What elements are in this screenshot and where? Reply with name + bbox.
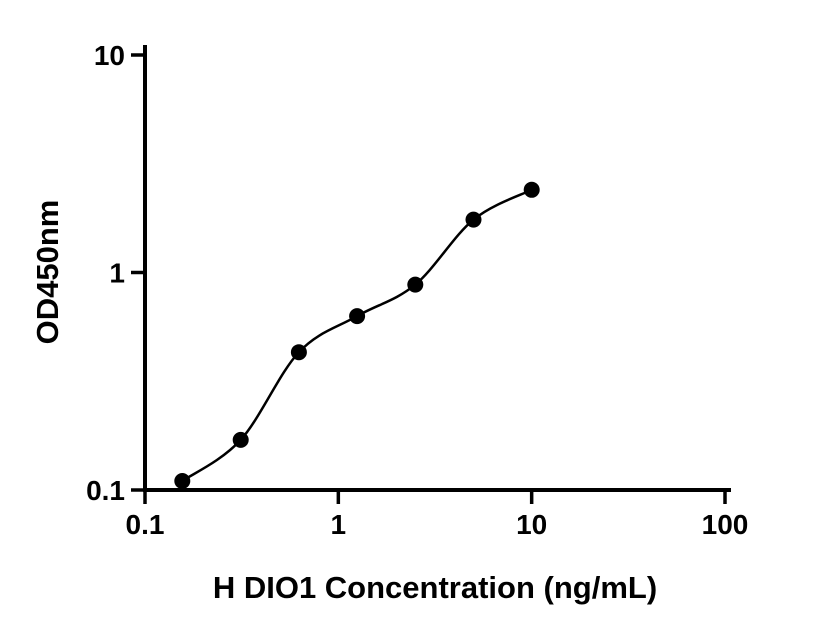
x-tick-label: 10 — [516, 509, 547, 540]
data-point — [174, 473, 191, 489]
y-axis-title: OD450nm — [30, 200, 65, 345]
x-tick-label: 100 — [702, 509, 749, 540]
data-point — [349, 308, 366, 325]
x-axis-title: H DIO1 Concentration (ng/mL) — [213, 570, 657, 605]
y-tick-label: 10 — [94, 40, 125, 71]
y-tick-label: 1 — [109, 258, 125, 289]
data-point — [523, 181, 540, 198]
x-tick-label: 0.1 — [126, 509, 165, 540]
data-point — [465, 211, 482, 228]
data-point — [232, 431, 249, 448]
plot-area: 0.1 1 10 100 0.1 1 10 — [86, 40, 748, 540]
data-point — [407, 276, 424, 293]
data-point — [290, 344, 307, 361]
x-tick-label: 1 — [331, 509, 347, 540]
y-tick-label: 0.1 — [86, 475, 125, 506]
